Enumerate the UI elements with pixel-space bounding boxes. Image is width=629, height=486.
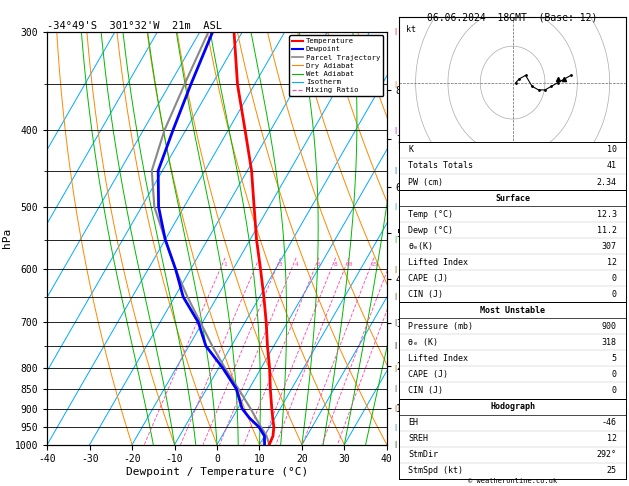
Text: 15: 15: [370, 262, 377, 267]
Text: 1: 1: [223, 262, 227, 267]
Text: CIN (J): CIN (J): [408, 290, 443, 299]
Text: |: |: [393, 294, 398, 300]
Text: StmSpd (kt): StmSpd (kt): [408, 466, 464, 475]
Text: PW (cm): PW (cm): [408, 177, 443, 187]
Text: 5: 5: [612, 354, 617, 363]
Text: 12: 12: [607, 258, 617, 267]
Text: |: |: [393, 385, 398, 392]
Text: Surface: Surface: [495, 193, 530, 203]
Text: |: |: [393, 28, 398, 35]
Text: kt: kt: [406, 25, 416, 34]
Text: 3: 3: [279, 262, 282, 267]
Text: |: |: [393, 424, 398, 431]
Text: |: |: [393, 167, 398, 174]
Text: SREH: SREH: [408, 434, 428, 443]
Text: 12.3: 12.3: [597, 209, 617, 219]
Text: CAPE (J): CAPE (J): [408, 274, 448, 283]
Text: 2: 2: [257, 262, 261, 267]
Text: 0: 0: [612, 386, 617, 395]
Text: |: |: [393, 203, 398, 210]
Text: Totals Totals: Totals Totals: [408, 161, 474, 171]
Text: -46: -46: [602, 418, 617, 427]
Text: 4: 4: [294, 262, 298, 267]
Text: 307: 307: [602, 242, 617, 251]
Text: Hodograph: Hodograph: [490, 402, 535, 411]
Text: |: |: [393, 343, 398, 349]
Text: 318: 318: [602, 338, 617, 347]
Text: |: |: [393, 236, 398, 243]
Y-axis label: hPa: hPa: [2, 228, 12, 248]
Y-axis label: Mixing Ratio (g/kg): Mixing Ratio (g/kg): [404, 191, 413, 286]
Text: CAPE (J): CAPE (J): [408, 370, 448, 379]
Text: Lifted Index: Lifted Index: [408, 258, 469, 267]
Text: 0: 0: [612, 370, 617, 379]
Text: |: |: [393, 81, 398, 88]
Text: EH: EH: [408, 418, 418, 427]
Text: -34°49'S  301°32'W  21m  ASL: -34°49'S 301°32'W 21m ASL: [47, 21, 222, 31]
Text: 0: 0: [612, 274, 617, 283]
Text: 292°: 292°: [597, 450, 617, 459]
Text: 41: 41: [607, 161, 617, 171]
Text: km
ASL: km ASL: [411, 32, 426, 51]
Text: K: K: [408, 145, 413, 155]
Text: |: |: [393, 127, 398, 134]
Text: Pressure (mb): Pressure (mb): [408, 322, 474, 331]
Text: 11.2: 11.2: [597, 226, 617, 235]
Text: 8: 8: [334, 262, 338, 267]
Text: 6: 6: [317, 262, 321, 267]
Text: |: |: [393, 364, 398, 372]
Text: © weatheronline.co.uk: © weatheronline.co.uk: [468, 478, 557, 484]
Text: Dewp (°C): Dewp (°C): [408, 226, 454, 235]
Text: StmDir: StmDir: [408, 450, 438, 459]
Text: Most Unstable: Most Unstable: [480, 306, 545, 315]
Text: 25: 25: [607, 466, 617, 475]
X-axis label: Dewpoint / Temperature (°C): Dewpoint / Temperature (°C): [126, 467, 308, 477]
Text: 900: 900: [602, 322, 617, 331]
Text: 10: 10: [607, 145, 617, 155]
Text: θₑ(K): θₑ(K): [408, 242, 433, 251]
Text: 06.06.2024  18GMT  (Base: 12): 06.06.2024 18GMT (Base: 12): [428, 12, 598, 22]
Text: |: |: [393, 441, 398, 448]
Text: Temp (°C): Temp (°C): [408, 209, 454, 219]
Text: 0: 0: [612, 290, 617, 299]
Text: LCL: LCL: [399, 438, 413, 447]
Text: θₑ (K): θₑ (K): [408, 338, 438, 347]
Text: 12: 12: [607, 434, 617, 443]
Text: |: |: [393, 319, 398, 326]
Text: CIN (J): CIN (J): [408, 386, 443, 395]
Text: |: |: [393, 266, 398, 273]
Text: |: |: [393, 405, 398, 412]
Text: 10: 10: [345, 262, 353, 267]
Text: Lifted Index: Lifted Index: [408, 354, 469, 363]
Text: 2.34: 2.34: [597, 177, 617, 187]
Legend: Temperature, Dewpoint, Parcel Trajectory, Dry Adiabat, Wet Adiabat, Isotherm, Mi: Temperature, Dewpoint, Parcel Trajectory…: [289, 35, 383, 96]
